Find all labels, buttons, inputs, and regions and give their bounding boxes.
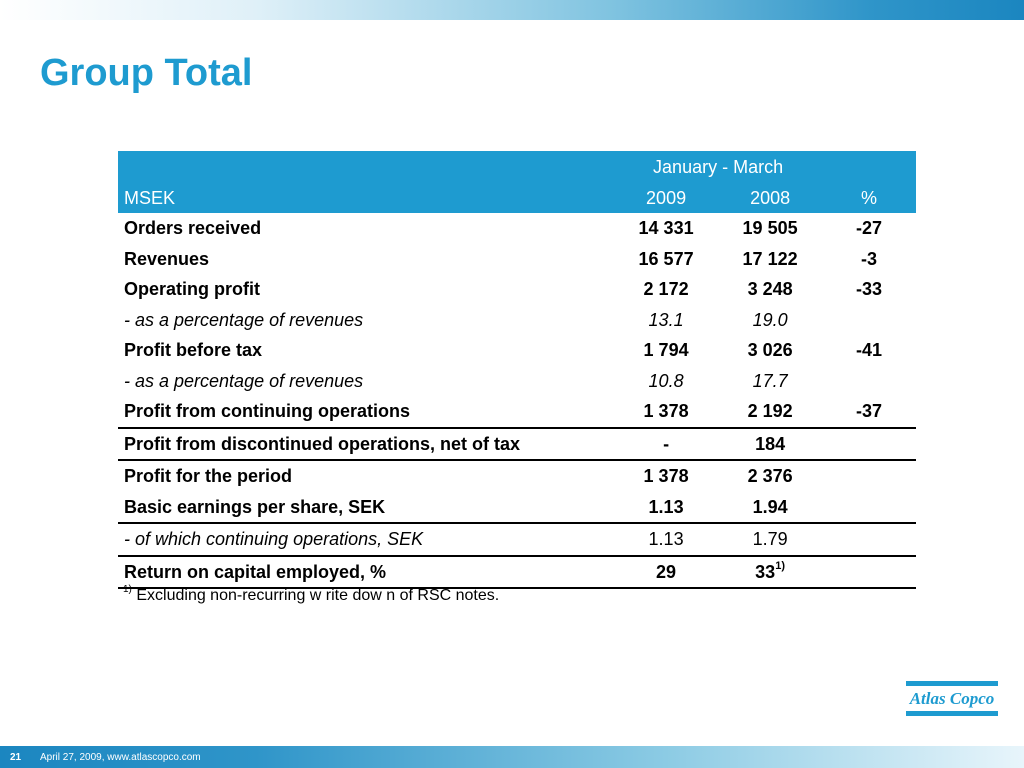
table-row: Profit for the period 1 378 2 376 <box>118 460 916 492</box>
row-value-2008: 3 248 <box>747 279 793 300</box>
row-label: Profit for the period <box>124 466 292 487</box>
page-number: 21 <box>10 752 22 763</box>
row-label: Operating profit <box>124 279 260 300</box>
row-value-2009: 14 331 <box>638 218 694 239</box>
footnote-text: Excluding non-recurring w rite dow n of … <box>136 587 500 604</box>
table-row: Basic earnings per share, SEK 1.13 1.94 <box>118 491 916 524</box>
table-row: Orders received 14 331 19 505 -27 <box>118 213 916 244</box>
row-value-pct <box>822 523 916 557</box>
row-value-pct: -33 <box>856 279 883 300</box>
row-value-pct: -37 <box>822 396 916 429</box>
header-blank-cell <box>822 151 916 182</box>
row-label: Profit from discontinued operations, net… <box>118 427 615 461</box>
row-value-2009: 29 <box>614 555 719 589</box>
row-value-2008: 184 <box>718 427 823 461</box>
row-label: Profit before tax <box>124 340 263 361</box>
header-col-2009: 2009 <box>614 182 719 213</box>
table-row: Profit from discontinued operations, net… <box>118 427 916 461</box>
row-value-2008: 2 192 <box>718 396 823 429</box>
footnote-marker: 1) <box>775 559 785 572</box>
row-value-pct <box>822 366 916 397</box>
row-value-2009: 1.13 <box>614 523 719 557</box>
row-label: Revenues <box>124 248 210 269</box>
table-row: - as a percentage of revenues 13.1 19.0 <box>118 305 916 336</box>
row-value-2009: 1.13 <box>614 491 719 524</box>
row-value-2008: 1.79 <box>718 523 823 557</box>
table-row: Return on capital employed, % 29 331) <box>118 555 916 589</box>
financial-table: January - March MSEK 2009 2008 % Orders … <box>118 151 916 589</box>
row-value-pct <box>822 555 916 589</box>
footnote: 1) Excluding non-recurring w rite dow n … <box>123 584 500 605</box>
table-header-row-period: January - March <box>118 151 916 182</box>
table-row: Operating profit 2 172 3 248 -33 <box>118 274 916 305</box>
row-value-2008: 17 122 <box>742 248 798 269</box>
header-unit: MSEK <box>118 182 615 213</box>
table-row: Profit from continuing operations 1 378 … <box>118 396 916 429</box>
atlas-copco-logo: Atlas Copco <box>904 678 1000 720</box>
row-label: - as a percentage of revenues <box>124 370 364 391</box>
row-value-2009: 13.1 <box>648 309 684 330</box>
row-value-2008: 19.0 <box>752 309 788 330</box>
row-value-2008: 17.7 <box>752 370 788 391</box>
row-value-pct: -3 <box>861 248 878 269</box>
top-gradient-bar <box>0 0 1024 20</box>
table-row: Revenues 16 577 17 122 -3 <box>118 244 916 275</box>
row-label: Orders received <box>124 218 262 239</box>
row-value-2008: 3 026 <box>747 340 793 361</box>
row-label: - as a percentage of revenues <box>124 309 364 330</box>
row-label: Basic earnings per share, SEK <box>118 491 615 524</box>
slide-title: Group Total <box>40 52 253 94</box>
footer-bar: 21 April 27, 2009, www.atlascopco.com <box>0 746 1024 768</box>
row-value-pct: -41 <box>856 340 883 361</box>
row-value-pct: -27 <box>856 218 883 239</box>
row-value-2009: 10.8 <box>648 370 684 391</box>
header-col-pct: % <box>822 182 916 213</box>
footnote-marker: 1) <box>123 584 132 595</box>
row-value-2008-number: 33 <box>755 561 776 582</box>
row-value-2008: 1.94 <box>718 491 823 524</box>
row-label: Return on capital employed, % <box>118 555 615 589</box>
row-label: - of which continuing operations, SEK <box>118 523 615 557</box>
row-value-2008: 2 376 <box>747 466 793 487</box>
row-value-2009: 1 794 <box>643 340 689 361</box>
table-row: - of which continuing operations, SEK 1.… <box>118 523 916 557</box>
row-value-2009: 1 378 <box>643 466 689 487</box>
row-label: Profit from continuing operations <box>118 396 615 429</box>
table-row: Profit before tax 1 794 3 026 -41 <box>118 335 916 366</box>
header-col-2008: 2008 <box>718 182 823 213</box>
row-value-pct <box>822 491 916 524</box>
row-value-2009: 2 172 <box>643 279 689 300</box>
row-value-2008: 331) <box>718 555 823 589</box>
table-header-row-columns: MSEK 2009 2008 % <box>118 182 916 213</box>
row-value-2009: 16 577 <box>638 248 694 269</box>
logo-text: Atlas Copco <box>909 689 995 708</box>
header-blank-cell <box>118 151 615 182</box>
row-value-2009: - <box>614 427 719 461</box>
row-value-pct <box>822 305 916 336</box>
row-value-2009: 1 378 <box>614 396 719 429</box>
table-row: - as a percentage of revenues 10.8 17.7 <box>118 366 916 397</box>
row-value-2008: 19 505 <box>742 218 798 239</box>
row-value-pct <box>822 460 916 492</box>
footer-text: April 27, 2009, www.atlascopco.com <box>40 752 201 763</box>
row-value-pct <box>822 427 916 461</box>
header-period: January - March <box>614 151 823 182</box>
